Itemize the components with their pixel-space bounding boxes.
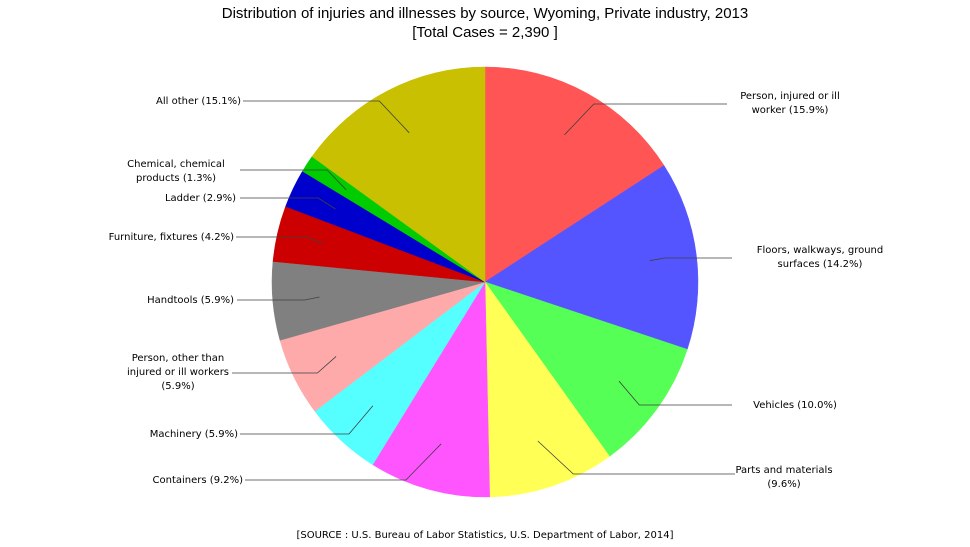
leader-line bbox=[243, 100, 410, 134]
chart-title-block: Distribution of injuries and illnesses b… bbox=[0, 4, 970, 42]
leader-line bbox=[240, 197, 336, 210]
slice-label: Vehicles (10.0%) bbox=[753, 400, 837, 411]
chart-subtitle: [Total Cases = 2,390 ] bbox=[412, 24, 558, 41]
slice-label-line: Person, injured or ill bbox=[740, 91, 840, 102]
slice-label: Handtools (5.9%) bbox=[147, 295, 234, 306]
slice-label: Person, other than injured or ill workers… bbox=[127, 353, 229, 392]
pie-slice bbox=[484, 66, 665, 283]
slice-label-line: (9.6%) bbox=[767, 479, 800, 490]
slice-label-line: All other (15.1%) bbox=[156, 96, 241, 107]
slice-label-line: Vehicles (10.0%) bbox=[753, 400, 837, 411]
slice-label-line: surfaces (14.2%) bbox=[778, 259, 863, 270]
pie-slices bbox=[271, 66, 699, 498]
leader-line bbox=[564, 103, 727, 136]
pie-slice bbox=[484, 281, 610, 498]
pie-slice bbox=[484, 281, 688, 457]
leader-line bbox=[240, 169, 347, 191]
slice-label: Parts and materials (9.6%) bbox=[735, 465, 832, 490]
chart-title: Distribution of injuries and illnesses b… bbox=[221, 5, 749, 22]
pie-slice bbox=[311, 66, 486, 283]
slice-label: Ladder (2.9%) bbox=[165, 193, 236, 204]
slice-label: Floors, walkways, ground surfaces (14.2%) bbox=[757, 245, 884, 270]
slice-label-line: Ladder (2.9%) bbox=[165, 193, 236, 204]
leader-line bbox=[649, 257, 732, 262]
slice-label-line: Parts and materials bbox=[735, 465, 832, 476]
slice-label-line: products (1.3%) bbox=[136, 173, 216, 184]
slice-label: Chemical, chemical products (1.3%) bbox=[127, 159, 225, 184]
slice-label-line: Containers (9.2%) bbox=[153, 475, 244, 486]
leader-line bbox=[618, 380, 732, 406]
slice-label: Machinery (5.9%) bbox=[150, 429, 238, 440]
slice-label-line: Person, other than bbox=[132, 353, 225, 364]
slice-label: Containers (9.2%) bbox=[153, 475, 244, 486]
leader-line bbox=[237, 296, 320, 301]
pie-slice bbox=[484, 165, 699, 350]
leader-line bbox=[537, 440, 735, 475]
slice-label: Furniture, fixtures (4.2%) bbox=[109, 232, 234, 243]
slice-label: All other (15.1%) bbox=[156, 96, 241, 107]
slice-label-line: (5.9%) bbox=[161, 381, 194, 392]
slice-label-line: Furniture, fixtures (4.2%) bbox=[109, 232, 234, 243]
slice-label-line: worker (15.9%) bbox=[752, 105, 829, 116]
chart-source-note: [SOURCE : U.S. Bureau of Labor Statistic… bbox=[296, 530, 674, 541]
leader-line bbox=[232, 356, 337, 374]
leader-line bbox=[236, 236, 324, 245]
slice-label-line: Handtools (5.9%) bbox=[147, 295, 234, 306]
slice-label-line: Chemical, chemical bbox=[127, 159, 225, 170]
leader-line bbox=[245, 443, 442, 481]
pie-labels: Person, injured or ill worker (15.9%) Floo… bbox=[109, 91, 884, 490]
leader-line bbox=[240, 405, 374, 435]
slice-label-line: injured or ill workers bbox=[127, 367, 229, 378]
pie-slice bbox=[372, 281, 490, 498]
slice-label: Person, injured or ill worker (15.9%) bbox=[740, 91, 840, 116]
slice-label-line: Floors, walkways, ground bbox=[757, 245, 884, 256]
slice-label-line: Machinery (5.9%) bbox=[150, 429, 238, 440]
